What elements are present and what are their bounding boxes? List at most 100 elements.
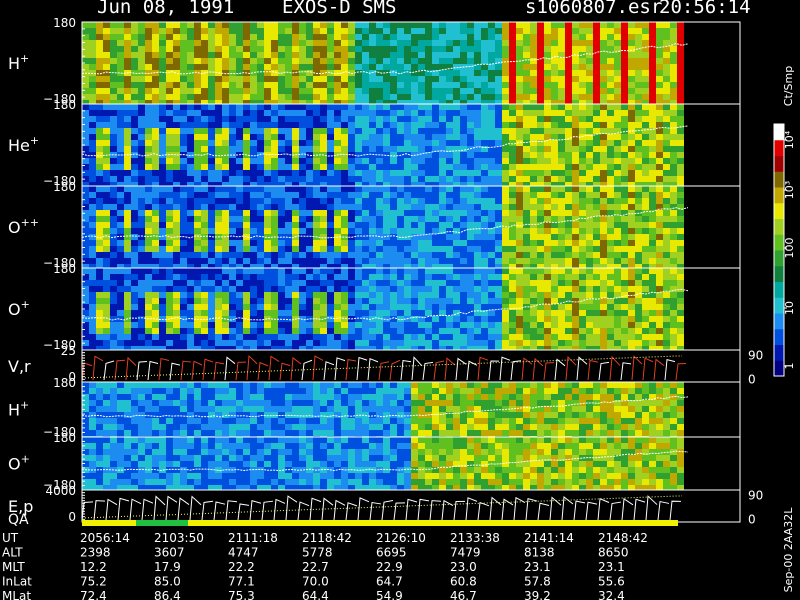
table-cell: 75.3	[228, 589, 255, 600]
panel-5-cells	[82, 382, 684, 437]
panel-4-ymax: 25	[61, 344, 76, 358]
panel-7: 90 0 E,p 4000 0	[8, 484, 763, 527]
colorbar-tick: 100	[783, 238, 796, 259]
table-row-label: MLT	[2, 560, 25, 574]
panel-6-ymax: 180	[53, 431, 76, 445]
colorbar-swatch	[774, 265, 784, 282]
table-cell: 46.7	[450, 589, 477, 600]
panel-6-label: O+	[8, 453, 30, 474]
panel-3-label: O+	[8, 298, 30, 319]
panel-1-cells	[82, 104, 684, 186]
panel-3-ymax: 180	[53, 262, 76, 276]
panel-2-label: O++	[8, 216, 39, 237]
table-cell: 22.7	[302, 560, 329, 574]
table-cell: 3607	[154, 546, 185, 560]
table-cell: 2133:38	[450, 531, 500, 545]
colorbar-swatch	[774, 234, 784, 251]
panel-6-cells	[82, 437, 684, 490]
panel-0: H+ 180 −180	[8, 16, 741, 106]
panel-6: O+ 180 −180	[8, 431, 741, 492]
table-row-label: MLat	[2, 589, 31, 600]
colorbar-tick: 10⁴	[783, 130, 796, 149]
table-cell: 17.9	[154, 560, 181, 574]
panel-0-ymax: 180	[53, 16, 76, 30]
colorbar-swatch	[774, 281, 784, 298]
colorbar-tick: 10	[783, 301, 796, 315]
table-cell: 2398	[80, 546, 111, 560]
panel-3: O+ 180 −180	[8, 262, 741, 352]
panel-5-ymax: 180	[53, 376, 76, 390]
panel-5-label: H+	[8, 399, 29, 420]
table-cell: 23.0	[450, 560, 477, 574]
panel-4-ymin: 0	[68, 370, 76, 384]
table-row-label: InLat	[2, 575, 32, 589]
colorbar-swatch	[774, 313, 784, 330]
colorbar-swatch	[774, 202, 784, 219]
table-cell: 8138	[524, 546, 555, 560]
panel-3-ymin: −180	[43, 338, 76, 352]
table-cell: 2103:50	[154, 531, 204, 545]
panel-0-ymin: −180	[43, 92, 76, 106]
table-cell: 39.2	[524, 589, 551, 600]
panel-7-ymin: 0	[68, 510, 76, 524]
colorbar-swatch	[774, 187, 784, 204]
colorbar-unit: Ct/Smp	[782, 66, 795, 106]
colorbar-swatch	[774, 250, 784, 267]
panel-1: He+ 180 −180	[8, 98, 741, 188]
table-cell: 77.1	[228, 575, 255, 589]
panel-4-traces	[81, 354, 687, 381]
table-cell: 5778	[302, 546, 333, 560]
table-cell: 23.1	[524, 560, 551, 574]
colorbar-tick: 1	[783, 363, 796, 370]
qa-bar: QA	[8, 512, 678, 528]
panel-0-trace	[81, 43, 689, 75]
panel-3-cells	[82, 268, 684, 350]
panel-7-right-top: 90	[748, 489, 763, 503]
colorbar-tick: 10³	[783, 181, 796, 199]
panels: H+180−180He+180−180O++180−180O+180−18090…	[8, 16, 763, 528]
header-date: Jun 08, 1991	[97, 0, 235, 18]
panel-2-ymax: 180	[53, 180, 76, 194]
table-cell: 75.2	[80, 575, 107, 589]
panel-1-ymax: 180	[53, 98, 76, 112]
panel-4-right-top: 90	[748, 349, 763, 363]
panel-0-label: H+	[8, 52, 29, 73]
side-label: Sep-00 2AA32L	[782, 507, 795, 593]
panel-5: H+ 180 −180	[8, 376, 741, 439]
header-file: s1060807.esr	[525, 0, 663, 18]
panel-2-trace	[81, 207, 689, 239]
panel-7-right-bottom: 0	[748, 513, 756, 527]
table-cell: 85.0	[154, 575, 181, 589]
table-cell: 2126:10	[376, 531, 426, 545]
table-cell: 57.8	[524, 575, 551, 589]
orbit-table: UT 2056:14 2103:50 2111:18 2118:42 2126:10 213…	[2, 531, 648, 600]
panel-7-ymax: 4000	[45, 484, 76, 498]
panel-2-cells	[82, 186, 684, 268]
panel-3-trace	[81, 288, 689, 321]
colorbar-swatch	[774, 344, 784, 361]
panel-1-trace	[81, 125, 689, 157]
table-cell: 72.4	[80, 589, 107, 600]
qa-label: QA	[8, 512, 29, 528]
colorbar-swatch	[774, 139, 784, 156]
table-cell: 7479	[450, 546, 481, 560]
colorbar-swatch	[774, 171, 784, 188]
colorbar-swatch	[774, 328, 784, 345]
table-cell: 2141:14	[524, 531, 574, 545]
colorbar-swatch	[774, 124, 784, 141]
panel-6-ymin: −180	[43, 478, 76, 492]
panel-1-label: He+	[8, 134, 39, 155]
table-cell: 4747	[228, 546, 259, 560]
table-cell: 64.7	[376, 575, 403, 589]
table-cell: 22.2	[228, 560, 255, 574]
table-cell: 70.0	[302, 575, 329, 589]
panel-0-cells	[82, 22, 684, 104]
panel-7-traces	[81, 495, 683, 521]
panel-4: 90 0 V,r 25 0	[8, 344, 763, 387]
table-cell: 12.2	[80, 560, 107, 574]
table-cell: 6695	[376, 546, 407, 560]
table-cell: 8650	[598, 546, 629, 560]
table-cell: 22.9	[376, 560, 403, 574]
table-cell: 64.4	[302, 589, 329, 600]
